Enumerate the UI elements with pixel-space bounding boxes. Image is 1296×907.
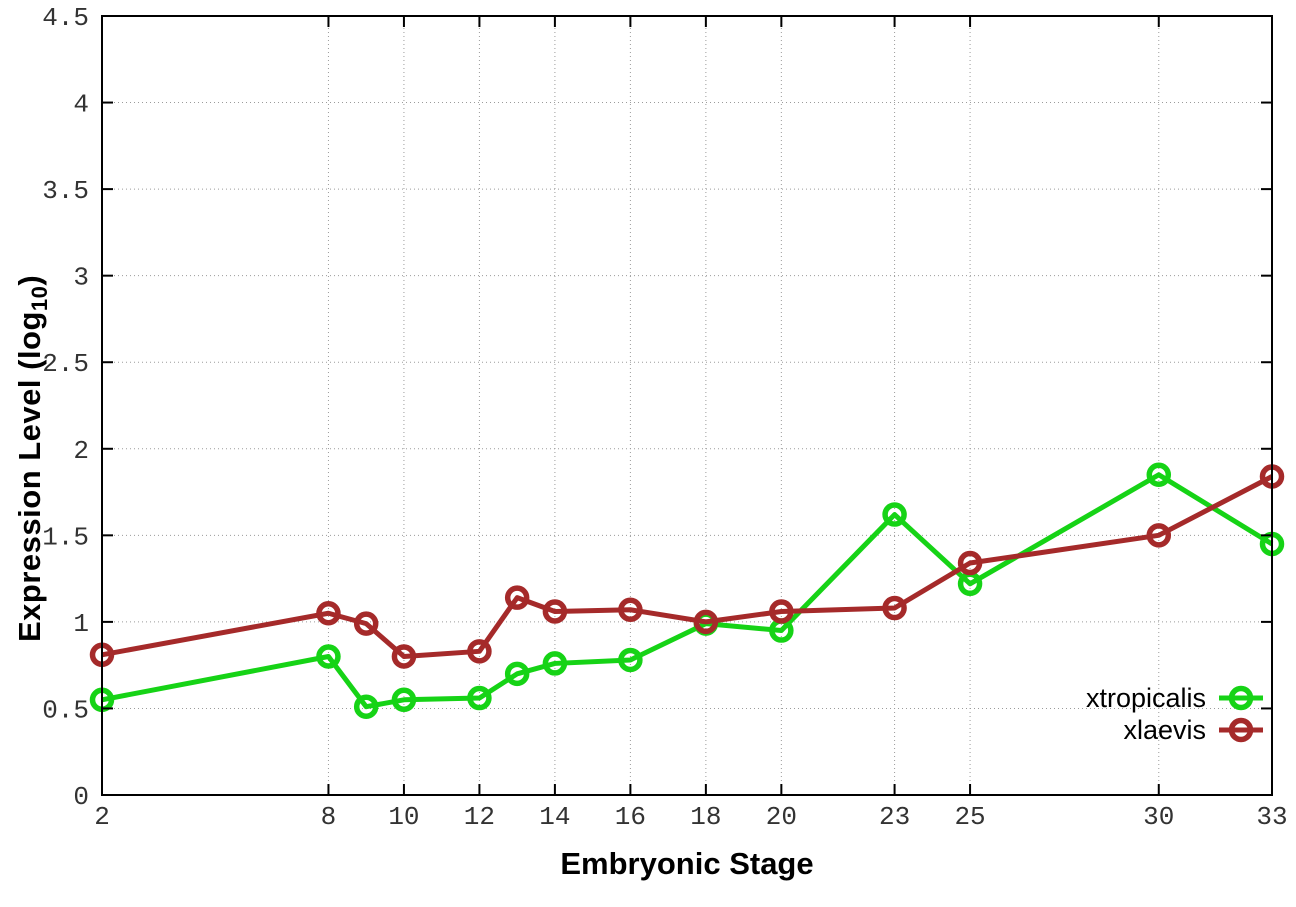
y-tick-label: 2 bbox=[73, 436, 89, 466]
legend-item-xtropicalis: xtropicalis bbox=[1086, 683, 1263, 713]
x-tick-label: 23 bbox=[879, 802, 910, 832]
data-point-xtropicalis bbox=[316, 644, 341, 669]
data-point-xtropicalis bbox=[391, 687, 417, 713]
data-point-xlaevis bbox=[769, 599, 794, 624]
x-tick-label: 10 bbox=[388, 802, 419, 832]
legend-sample-marker bbox=[1228, 685, 1254, 711]
y-tick-label: 0 bbox=[73, 782, 89, 812]
y-tick-label: 4.5 bbox=[42, 3, 89, 33]
series-line-xtropicalis bbox=[101, 472, 1274, 710]
x-tick-label: 25 bbox=[954, 802, 985, 832]
data-point-xlaevis bbox=[882, 595, 907, 621]
y-axis-title-subscript: 10 bbox=[27, 285, 53, 312]
data-point-xtropicalis bbox=[353, 694, 379, 719]
x-tick-label: 16 bbox=[615, 802, 646, 832]
data-point-xlaevis bbox=[316, 600, 341, 626]
plot-border bbox=[101, 15, 1273, 796]
legend-sample-marker bbox=[1228, 717, 1254, 743]
data-point-xtropicalis bbox=[1146, 462, 1172, 487]
x-tick-label: 8 bbox=[321, 802, 337, 832]
x-tick-label: 14 bbox=[539, 802, 570, 832]
legend-label: xtropicalis bbox=[1086, 683, 1206, 713]
y-tick-label: 3.5 bbox=[42, 176, 89, 206]
data-point-xlaevis bbox=[1146, 523, 1172, 548]
y-axis-title: Expression Level (log10) bbox=[12, 274, 52, 642]
data-point-xtropicalis bbox=[618, 647, 643, 673]
y-axis-title-suffix: ) bbox=[12, 274, 47, 286]
x-axis-title: Embryonic Stage bbox=[560, 846, 814, 881]
x-tick-label: 18 bbox=[690, 802, 721, 832]
data-point-xtropicalis bbox=[882, 502, 907, 527]
data-point-xlaevis bbox=[467, 639, 492, 664]
y-tick-label: 0.5 bbox=[42, 695, 89, 725]
y-tick-label: 3 bbox=[73, 263, 89, 293]
y-tick-label: 2.5 bbox=[42, 349, 89, 379]
data-point-xtropicalis bbox=[467, 685, 492, 711]
x-tick-label: 2 bbox=[94, 802, 110, 832]
x-tick-label: 33 bbox=[1256, 802, 1287, 832]
legend-item-xlaevis: xlaevis bbox=[1123, 715, 1263, 745]
y-tick-label: 4 bbox=[73, 90, 89, 120]
y-tick-label: 1 bbox=[73, 609, 89, 639]
legend-label: xlaevis bbox=[1123, 715, 1206, 745]
y-tick-label: 1.5 bbox=[42, 522, 89, 552]
data-point-xtropicalis bbox=[542, 651, 568, 676]
x-tick-label: 20 bbox=[766, 802, 797, 832]
data-point-xlaevis bbox=[618, 597, 643, 623]
series-line-xlaevis bbox=[101, 474, 1274, 660]
y-axis-title-text: Expression Level (log bbox=[12, 311, 47, 642]
data-point-xlaevis bbox=[353, 611, 379, 636]
data-point-xlaevis bbox=[542, 599, 568, 624]
data-point-xlaevis bbox=[957, 550, 983, 576]
data-point-xlaevis bbox=[693, 609, 719, 635]
x-tick-label: 12 bbox=[464, 802, 495, 832]
data-point-xtropicalis bbox=[504, 661, 530, 687]
x-tick-label: 30 bbox=[1143, 802, 1174, 832]
data-point-xlaevis bbox=[504, 585, 530, 610]
data-point-xlaevis bbox=[391, 644, 417, 669]
